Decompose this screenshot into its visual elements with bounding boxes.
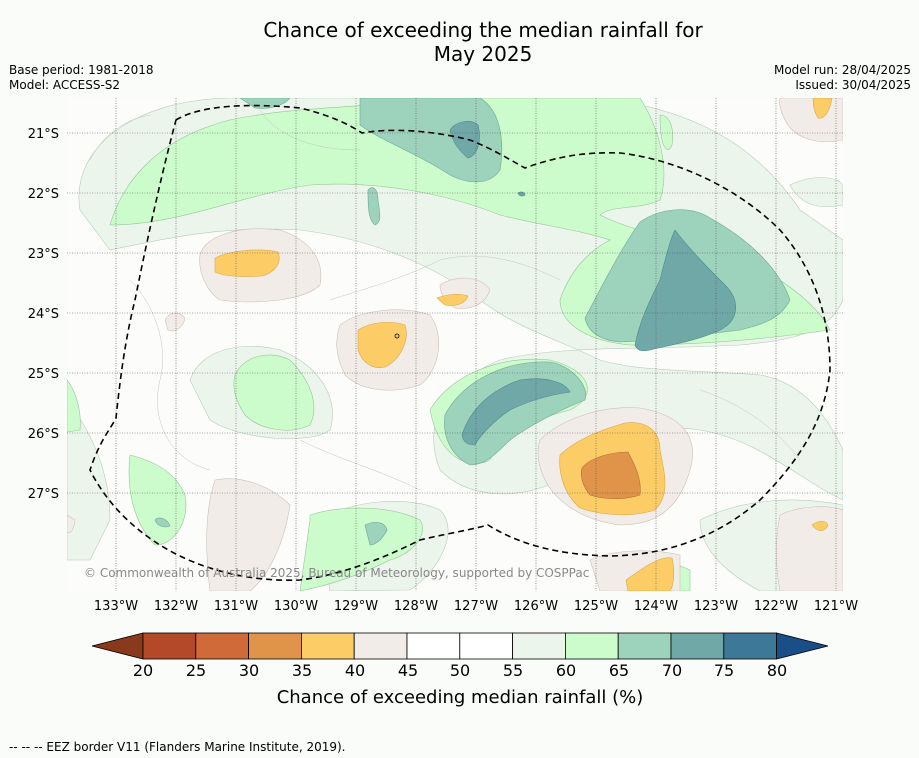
- title-line-1: Chance of exceeding the median rainfall …: [263, 18, 703, 42]
- lon-label: 123°W: [694, 599, 738, 614]
- map-area: © Commonwealth of Australia 2025, Bureau…: [67, 98, 843, 591]
- colorbar-title: Chance of exceeding median rainfall (%): [277, 687, 644, 708]
- lon-label: 129°W: [334, 599, 378, 614]
- cb-tick: 20: [133, 661, 153, 680]
- cb-tick: 50: [450, 661, 470, 680]
- colorbar-swatch: [723, 632, 777, 660]
- lat-label: 26°S: [28, 427, 59, 442]
- colorbar-extend-high: [776, 632, 829, 660]
- copyright-text: © Commonwealth of Australia 2025, Bureau…: [84, 566, 589, 580]
- model-name: Model: ACCESS-S2: [9, 78, 121, 92]
- colorbar-swatch: [406, 632, 461, 660]
- colorbar-swatch: [512, 632, 566, 660]
- eez-border: [89, 104, 831, 582]
- chart-title: Chance of exceeding the median rainfall …: [0, 18, 919, 66]
- cb-tick: 70: [662, 661, 682, 680]
- cb-tick: 30: [239, 661, 259, 680]
- colorbar-swatch: [195, 632, 250, 660]
- cb-tick: 60: [556, 661, 576, 680]
- cb-tick: 45: [398, 661, 418, 680]
- lon-label: 130°W: [274, 599, 318, 614]
- lon-label: 133°W: [94, 599, 138, 614]
- lon-label: 122°W: [754, 599, 798, 614]
- lat-label: 24°S: [28, 307, 59, 322]
- lat-labels: 21°S 22°S 23°S 24°S 25°S 26°S 27°S: [28, 127, 59, 502]
- cb-tick: 35: [292, 661, 312, 680]
- colorbar: [91, 632, 829, 660]
- base-period: Base period: 1981-2018: [9, 63, 154, 77]
- lon-label: 127°W: [454, 599, 498, 614]
- colorbar-swatch: [248, 632, 302, 660]
- cb-tick: 75: [714, 661, 734, 680]
- meta-left: Base period: 1981-2018 Model: ACCESS-S2: [9, 63, 154, 93]
- lon-label: 125°W: [574, 599, 618, 614]
- colorbar-swatch: [353, 632, 408, 660]
- colorbar-ticks: 20 25 30 35 40 45 50 55 60 65 70 75 80: [133, 661, 787, 680]
- lat-label: 22°S: [28, 187, 59, 202]
- lon-label: 124°W: [634, 599, 678, 614]
- grid-lines: [67, 98, 843, 591]
- issued-date: Issued: 30/04/2025: [795, 78, 911, 92]
- cb-tick: 65: [609, 661, 629, 680]
- lon-label: 126°W: [514, 599, 558, 614]
- contour-70-75: [449, 121, 736, 446]
- colorbar-swatch: [459, 632, 513, 660]
- model-run: Model run: 28/04/2025: [773, 63, 911, 77]
- lon-label: 132°W: [154, 599, 198, 614]
- lon-label: 121°W: [814, 599, 858, 614]
- colorbar-swatch: [565, 632, 619, 660]
- colorbar-extend-low: [91, 632, 144, 660]
- colorbar-swatch: [300, 632, 355, 660]
- cb-tick: 40: [345, 661, 365, 680]
- cb-tick: 55: [503, 661, 523, 680]
- lat-label: 21°S: [28, 127, 59, 142]
- lat-label: 27°S: [28, 487, 59, 502]
- cb-tick: 80: [767, 661, 787, 680]
- lon-labels: 133°W 132°W 131°W 130°W 129°W 128°W 127°…: [94, 599, 858, 614]
- lon-label: 128°W: [394, 599, 438, 614]
- colorbar-swatch: [670, 632, 725, 660]
- lat-label: 25°S: [28, 367, 59, 382]
- colorbar-swatch: [142, 632, 197, 660]
- cb-tick: 25: [186, 661, 206, 680]
- colorbar-swatch: [617, 632, 672, 660]
- footer-note: -- -- -- EEZ border V11 (Flanders Marine…: [9, 740, 346, 754]
- title-line-2: May 2025: [433, 42, 533, 66]
- meta-right: Model run: 28/04/2025 Issued: 30/04/2025: [774, 63, 911, 93]
- lon-label: 131°W: [214, 599, 258, 614]
- lat-label: 23°S: [28, 247, 59, 262]
- island-marker: [394, 333, 400, 339]
